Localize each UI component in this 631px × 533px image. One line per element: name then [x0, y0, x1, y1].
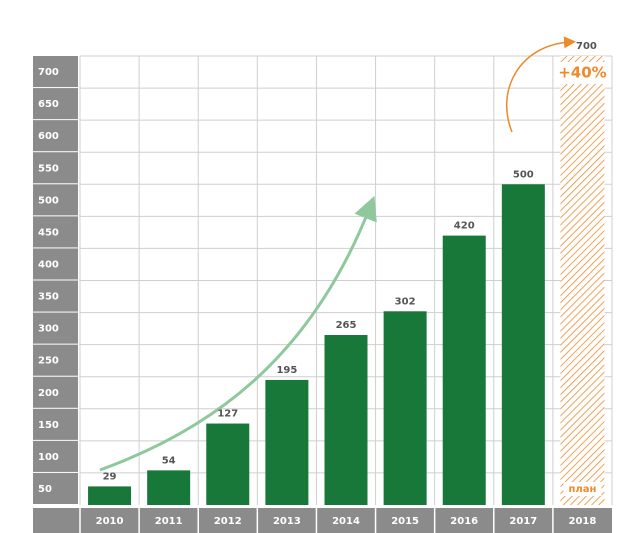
x-tick-label: 2016	[450, 516, 478, 527]
y-axis-cell	[33, 152, 78, 184]
plan-label: план	[568, 484, 596, 495]
y-axis-cell	[33, 120, 78, 152]
y-axis-cell	[33, 312, 78, 344]
value-label: 302	[395, 296, 416, 307]
plan-change: +40%	[558, 64, 606, 82]
y-tick-label: 550	[38, 163, 59, 174]
y-tick-label: 200	[38, 388, 59, 399]
x-tick-label: 2012	[214, 516, 242, 527]
value-label: 127	[217, 409, 238, 420]
y-tick-label: 100	[38, 452, 59, 463]
bar	[147, 470, 191, 505]
y-axis-cell	[33, 472, 78, 504]
y-axis-cell	[33, 280, 78, 312]
value-label: 54	[162, 455, 176, 466]
bar	[383, 311, 427, 505]
y-axis-cell	[33, 376, 78, 408]
y-tick-label: 500	[38, 195, 59, 206]
bar	[265, 379, 309, 505]
plan-label-bg	[563, 482, 602, 496]
bar	[501, 184, 545, 506]
y-tick-label: 700	[38, 67, 59, 78]
value-label: 420	[454, 221, 475, 232]
y-axis-cell	[33, 184, 78, 216]
y-axis-cell	[33, 56, 78, 88]
y-tick-label: 350	[38, 292, 59, 303]
x-tick-label: 2018	[569, 516, 597, 527]
y-axis-cell	[33, 440, 78, 472]
growth-arrow	[99, 195, 377, 472]
y-axis-cell	[33, 408, 78, 440]
bar	[206, 423, 250, 505]
plan-arrow	[505, 36, 576, 133]
y-axis-cell	[33, 248, 78, 280]
y-tick-label: 250	[38, 356, 59, 367]
x-axis-bar	[33, 508, 612, 533]
value-label: 500	[513, 169, 534, 180]
y-axis-cell	[33, 216, 78, 248]
x-tick-label: 2013	[273, 516, 301, 527]
x-tick-label: 2011	[155, 516, 183, 527]
y-axis-cell	[33, 344, 78, 376]
x-tick-label: 2017	[509, 516, 537, 527]
grid	[33, 55, 613, 533]
plan-value-label: 700	[576, 41, 597, 52]
y-tick-label: 50	[38, 484, 52, 495]
labels: 50 100 150 200 250 300 350 400 450 500 550 600 650 70…	[38, 41, 607, 527]
y-tick-label: 150	[38, 420, 59, 431]
y-tick-label: 450	[38, 227, 59, 238]
plan-change-bg	[558, 62, 607, 84]
marks	[88, 56, 605, 506]
bar	[324, 335, 368, 505]
plan-bar	[560, 56, 605, 505]
y-tick-label: 650	[38, 99, 59, 110]
x-tick-label: 2014	[332, 516, 360, 527]
value-label: 195	[276, 365, 297, 376]
x-tick-label: 2010	[96, 516, 124, 527]
value-label: 29	[103, 471, 117, 482]
value-label: 265	[336, 320, 357, 331]
y-tick-label: 600	[38, 131, 59, 142]
bar	[88, 486, 132, 505]
bar	[442, 235, 486, 505]
y-tick-label: 400	[38, 259, 59, 270]
y-tick-label: 300	[38, 324, 59, 335]
x-tick-label: 2015	[391, 516, 419, 527]
y-axis-cell	[33, 88, 78, 120]
